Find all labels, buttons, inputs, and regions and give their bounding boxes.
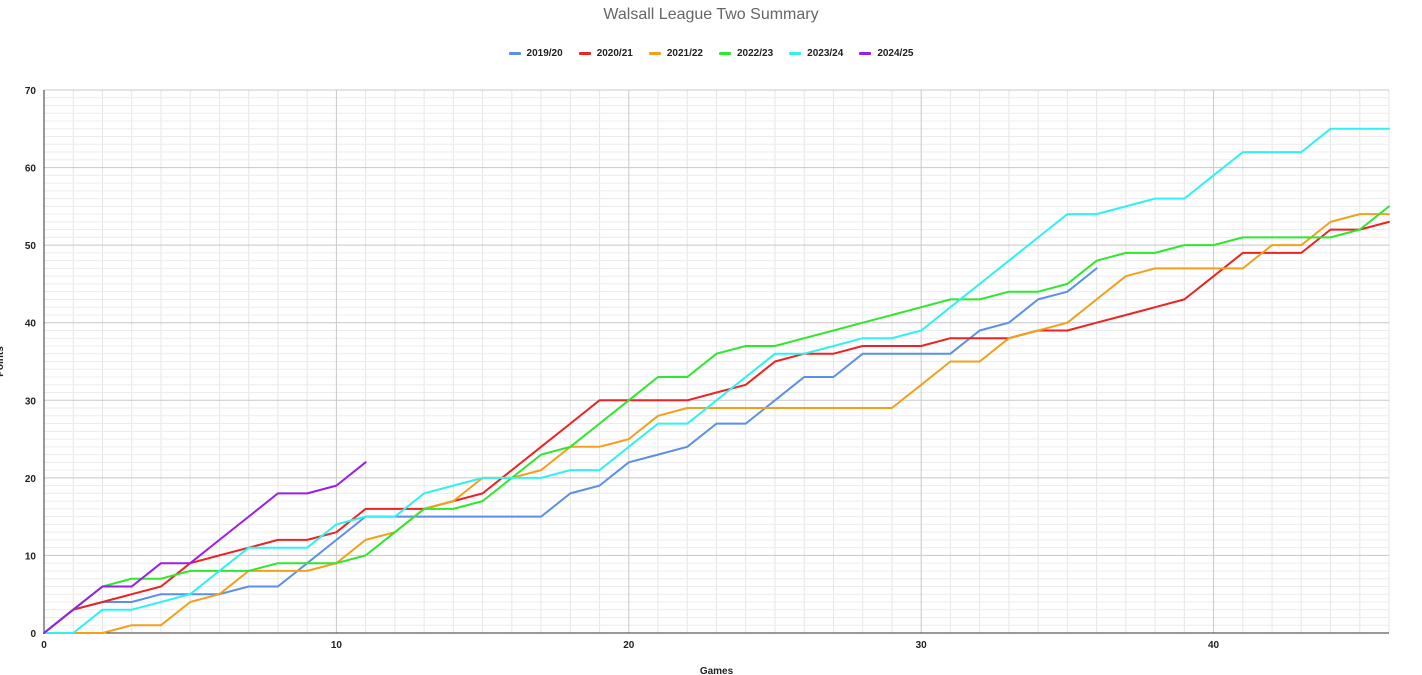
y-axis-title: Points xyxy=(0,346,6,377)
y-tick-label: 20 xyxy=(25,474,37,485)
series-line-2023-24 xyxy=(43,127,1390,634)
x-tick-label: 40 xyxy=(1208,640,1220,651)
x-tick-label: 10 xyxy=(331,640,343,651)
series-line-2020-21 xyxy=(43,220,1390,634)
y-tick-label: 70 xyxy=(25,86,37,97)
series-line-2022-23 xyxy=(43,205,1390,634)
legend-swatch xyxy=(719,52,731,55)
legend-item-2022-23[interactable]: 2022/23 xyxy=(719,48,773,59)
legend-item-2024-25[interactable]: 2024/25 xyxy=(859,48,913,59)
legend-swatch xyxy=(648,52,661,55)
x-tick-label: 20 xyxy=(623,640,635,651)
x-axis-title: Games xyxy=(700,666,734,675)
legend-label: 2023/24 xyxy=(807,48,844,59)
x-tick-label: 0 xyxy=(41,640,47,651)
x-tick-label: 30 xyxy=(916,640,928,651)
legend-swatch xyxy=(789,52,802,55)
legend-item-2023-24[interactable]: 2023/24 xyxy=(789,48,843,59)
series-line-2021-22 xyxy=(43,213,1390,634)
y-tick-label: 0 xyxy=(30,629,36,640)
y-tick-label: 10 xyxy=(25,551,37,562)
legend-swatch xyxy=(578,52,591,55)
y-tick-label: 30 xyxy=(25,396,37,407)
legend-item-2019-20[interactable]: 2019/20 xyxy=(508,48,563,59)
legend-label: 2022/23 xyxy=(737,48,774,59)
legend-label: 2019/20 xyxy=(526,48,563,59)
chart-title: Walsall League Two Summary xyxy=(603,6,819,23)
legend-label: 2024/25 xyxy=(877,48,914,59)
legend-swatch xyxy=(859,52,872,55)
legend-swatch xyxy=(508,52,521,55)
y-tick-label: 40 xyxy=(25,319,37,330)
y-tick-label: 60 xyxy=(25,164,37,175)
legend-label: 2020/21 xyxy=(596,48,633,59)
series-line-2024-25 xyxy=(43,461,367,634)
legend: 2019/20 2020/21 2021/22 2022/23 2023/24 2024/… xyxy=(0,48,1422,59)
legend-label: 2021/22 xyxy=(666,48,703,59)
y-tick-label: 50 xyxy=(25,241,37,252)
legend-item-2020-21[interactable]: 2020/21 xyxy=(578,48,633,59)
legend-item-2021-22[interactable]: 2021/22 xyxy=(648,48,703,59)
